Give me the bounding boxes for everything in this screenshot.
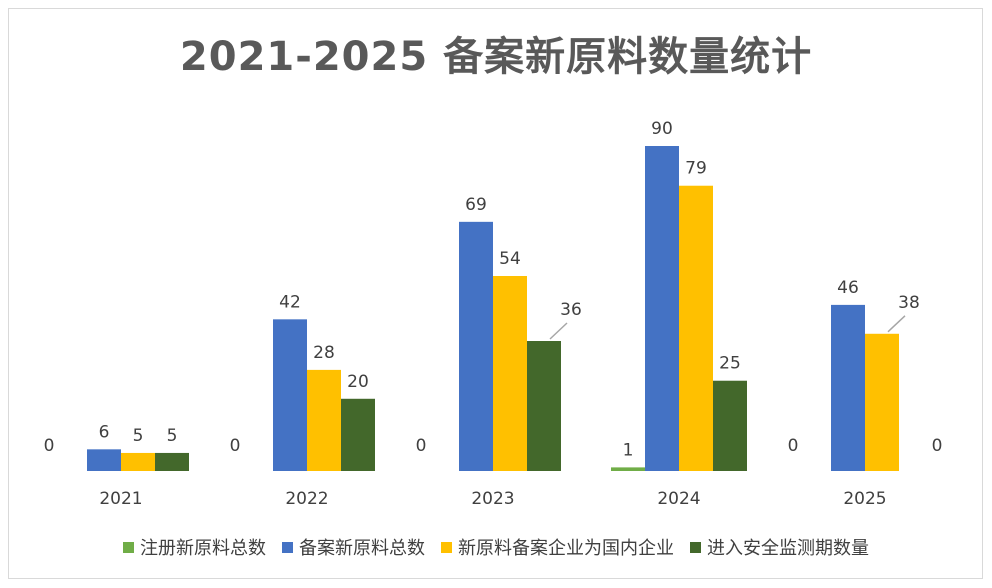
bar-2023-series-3	[527, 341, 561, 471]
bar-2023-series-2	[493, 276, 527, 471]
x-tick-labels-layer: 2021 2022 2023 2024 2025	[99, 489, 886, 509]
data-label-2022-series-1: 42	[279, 292, 301, 312]
legend-swatch-0	[123, 541, 134, 553]
x-tick-label-2021: 2021	[99, 489, 142, 509]
data-label-2023-series-1: 69	[465, 195, 487, 215]
bar-2022-series-1	[273, 319, 307, 471]
chart-title: 2021-2025 备案新原料数量统计	[179, 34, 813, 80]
bar-2022-series-3	[341, 398, 375, 471]
legend-label-3: 进入安全监测期数量	[707, 538, 869, 559]
leader-line-2025-series-2	[887, 315, 906, 333]
legend-item-1: 备案新原料总数	[282, 534, 425, 560]
bar-2024-series-3	[713, 380, 747, 471]
bars-layer	[87, 146, 899, 471]
legend-label-2: 新原料备案企业为国内企业	[458, 538, 674, 559]
data-labels-layer: 0 6 5 5 0 42 28 20 0 69 54 36 1 90 79 25 0 46 38 0	[44, 119, 943, 460]
data-label-2025-series-2: 38	[898, 293, 920, 313]
x-tick-label-2023: 2023	[471, 489, 514, 509]
legend-item-3: 进入安全监测期数量	[690, 534, 869, 560]
data-label-2021-series-3: 5	[167, 426, 178, 446]
data-label-2025-series-3: 0	[932, 436, 943, 456]
bar-2025-series-1	[831, 304, 865, 471]
legend-item-2: 新原料备案企业为国内企业	[441, 534, 674, 560]
legend-swatch-2	[441, 541, 452, 553]
data-label-2022-series-3: 20	[347, 372, 369, 392]
bar-2021-series-3	[155, 452, 189, 471]
data-label-2023-series-0: 0	[416, 436, 427, 456]
data-label-2023-series-3: 36	[560, 300, 582, 320]
data-label-2021-series-0: 0	[44, 436, 55, 456]
bar-2022-series-2	[307, 369, 341, 471]
data-label-2022-series-2: 28	[313, 343, 335, 363]
legend-item-0: 注册新原料总数	[123, 534, 266, 560]
bar-2024-series-0	[611, 467, 645, 471]
data-label-2024-series-0: 1	[623, 440, 634, 460]
data-label-2024-series-2: 79	[685, 159, 707, 179]
data-label-2024-series-1: 90	[651, 119, 673, 139]
legend-label-0: 注册新原料总数	[140, 538, 266, 559]
bar-2021-series-1	[87, 449, 121, 471]
x-tick-label-2025: 2025	[843, 489, 886, 509]
bar-2023-series-1	[459, 221, 493, 471]
data-label-2021-series-2: 5	[133, 426, 144, 446]
bar-2024-series-2	[679, 185, 713, 471]
legend-swatch-1	[282, 541, 293, 553]
x-tick-label-2022: 2022	[285, 489, 328, 509]
x-tick-label-2024: 2024	[657, 489, 700, 509]
data-label-2025-series-0: 0	[788, 436, 799, 456]
chart-legend: 注册新原料总数 备案新原料总数 新原料备案企业为国内企业 进入安全监测期数量	[0, 534, 992, 560]
data-label-2022-series-0: 0	[230, 436, 241, 456]
bar-2024-series-1	[645, 146, 679, 471]
data-label-2024-series-3: 25	[719, 354, 741, 374]
legend-label-1: 备案新原料总数	[299, 538, 425, 559]
legend-swatch-3	[690, 541, 701, 553]
data-label-2023-series-2: 54	[499, 249, 521, 269]
leader-line-2023-series-3	[549, 322, 568, 340]
data-label-2021-series-1: 6	[99, 422, 110, 442]
bar-2021-series-2	[121, 452, 155, 471]
bar-2025-series-2	[865, 333, 899, 471]
data-label-2025-series-1: 46	[837, 278, 859, 298]
